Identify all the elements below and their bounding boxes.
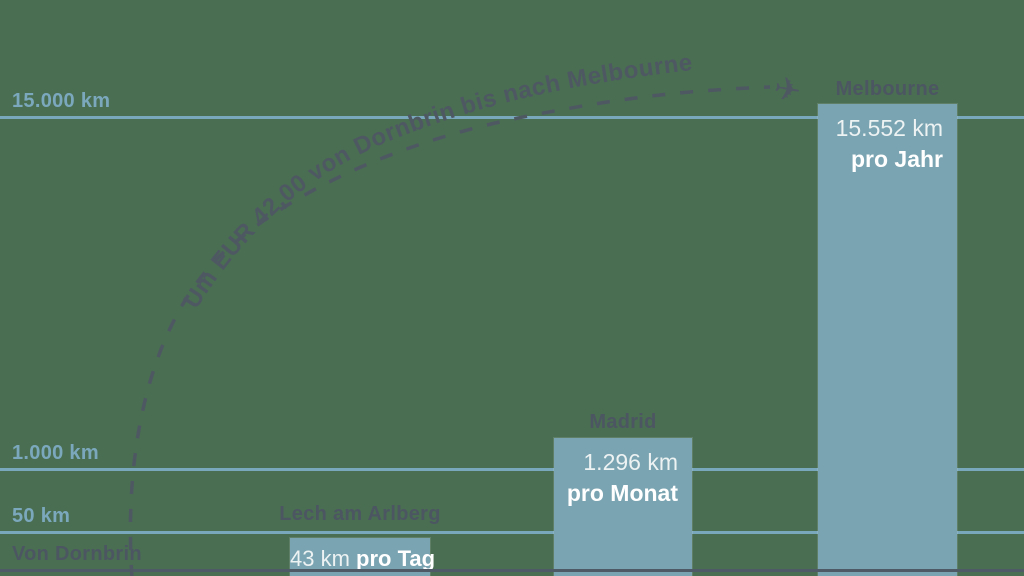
- x-axis-baseline: [0, 569, 1024, 572]
- bar-value-madrid-distance: 1.296 km: [583, 449, 678, 475]
- bar-value-melbourne-distance: 15.552 km: [835, 115, 943, 141]
- plane-icon: ✈: [771, 69, 804, 109]
- bar-value-madrid: 1.296 km pro Monat: [554, 447, 678, 509]
- bar-value-lech-period: pro Tag: [356, 546, 436, 571]
- city-label-lech-am-arlberg: Lech am Arlberg: [279, 503, 441, 525]
- city-label-melbourne: Melbourne: [835, 78, 940, 100]
- city-label-madrid: Madrid: [589, 411, 657, 433]
- bar-value-melbourne-period: pro Jahr: [850, 146, 943, 172]
- bar-madrid: 1.296 km pro Monat: [554, 438, 692, 576]
- axis-tick-50km: 50 km: [12, 505, 71, 527]
- flight-cost-caption: Um EUR 42,00 von Dornbrin bis nach Melbo…: [178, 49, 694, 313]
- bar-value-melbourne: 15.552 km pro Jahr: [818, 113, 943, 175]
- bar-melbourne: 15.552 km pro Jahr: [818, 104, 957, 576]
- axis-origin-label: Von Dornbrin: [12, 543, 142, 565]
- bar-value-lech-distance: 43 km: [290, 546, 350, 571]
- axis-tick-1000km: 1.000 km: [12, 442, 99, 464]
- axis-tick-15000km: 15.000 km: [12, 90, 111, 112]
- bar-value-madrid-period: pro Monat: [566, 480, 678, 506]
